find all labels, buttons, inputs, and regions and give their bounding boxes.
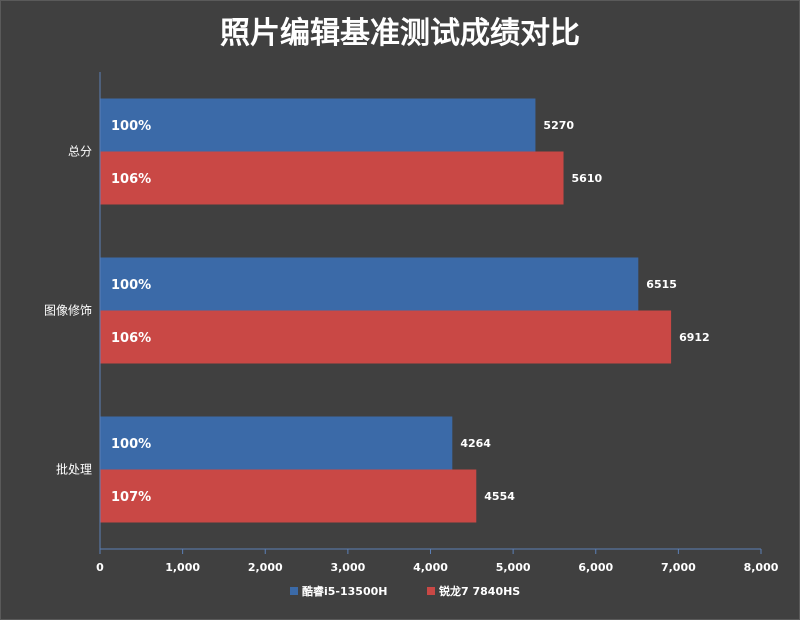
value-label: 4264 <box>460 437 491 450</box>
bar <box>100 469 477 523</box>
category-label: 总分 <box>68 145 92 159</box>
legend-label: 锐龙7 7840HS <box>439 584 520 598</box>
value-label: 5270 <box>543 119 574 132</box>
category-label: 批处理 <box>56 462 92 477</box>
bar <box>100 98 536 152</box>
chart-title: 照片编辑基准测试成绩对比 <box>220 16 580 51</box>
value-label: 4554 <box>484 490 515 503</box>
percent-label: 106% <box>111 172 151 187</box>
percent-label: 100% <box>111 119 151 134</box>
plot-area: 总分 100% 5270 106% 5610 图像修饰 100% 6515 106% 6912 批处… <box>44 72 779 598</box>
legend-swatch <box>427 587 435 595</box>
bar <box>100 416 453 470</box>
x-tick-label: 5,000 <box>496 561 531 574</box>
x-tick-label: 3,000 <box>330 561 365 574</box>
legend-label: 酷睿i5-13500H <box>302 584 387 598</box>
bar <box>100 257 639 311</box>
value-label: 6515 <box>646 278 677 291</box>
value-label: 5610 <box>572 172 603 185</box>
x-tick-label: 0 <box>96 561 104 574</box>
percent-label: 107% <box>111 490 151 505</box>
x-tick-label: 8,000 <box>744 561 779 574</box>
value-label: 6912 <box>679 331 710 344</box>
legend-swatch <box>290 587 298 595</box>
x-tick-label: 7,000 <box>661 561 696 574</box>
category-label: 图像修饰 <box>44 303 92 318</box>
percent-label: 100% <box>111 278 151 293</box>
percent-label: 100% <box>111 437 151 452</box>
bar <box>100 151 564 205</box>
x-tick-label: 1,000 <box>165 561 200 574</box>
x-tick-label: 2,000 <box>248 561 283 574</box>
x-tick-label: 6,000 <box>578 561 613 574</box>
x-tick-label: 4,000 <box>413 561 448 574</box>
bar <box>100 310 672 364</box>
percent-label: 106% <box>111 331 151 346</box>
